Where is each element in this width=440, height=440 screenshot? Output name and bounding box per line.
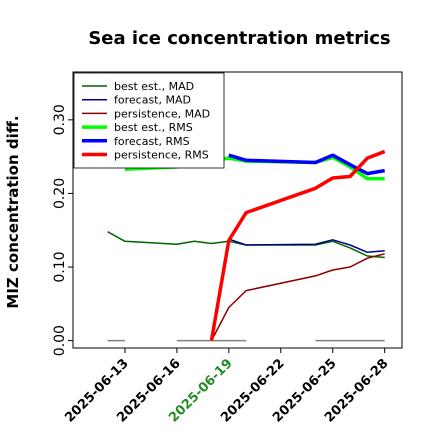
series-line (210, 253, 385, 341)
series-line (209, 149, 386, 341)
y-tick-label: 0.00 (52, 325, 68, 356)
plot-area (107, 149, 386, 342)
legend-entry: forecast, RMS (114, 135, 190, 148)
y-axis-label: MIZ concentration diff. (4, 115, 22, 308)
y-tick-label: 0.10 (52, 251, 68, 282)
y-tick-label: 0.30 (52, 104, 68, 135)
legend-entry: best est., RMS (114, 121, 193, 134)
series-line (107, 231, 385, 259)
legend-entry: best est., MAD (114, 80, 194, 93)
plot-frame (72, 71, 403, 349)
legend-entry: persistence, RMS (114, 149, 209, 162)
legend-entry: forecast, MAD (114, 94, 191, 107)
legend-entry: persistence, MAD (114, 107, 210, 120)
gap-connector-line (246, 187, 316, 213)
chart-title: Sea ice concentration metrics (88, 28, 390, 49)
gap-connector-line (246, 275, 316, 291)
series-line (228, 238, 385, 254)
legend-box (73, 72, 225, 169)
series-line (228, 153, 385, 176)
y-tick-label: 0.20 (52, 178, 68, 209)
